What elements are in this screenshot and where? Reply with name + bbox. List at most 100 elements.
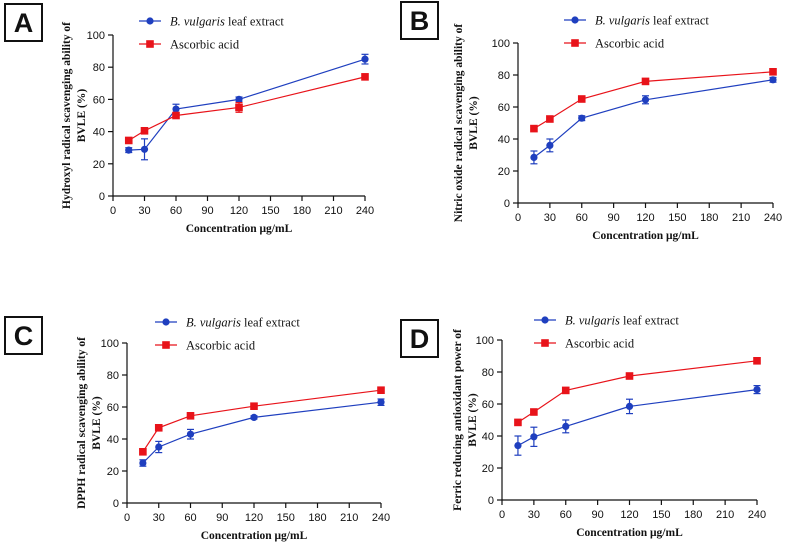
legend-ascorbic-label: Ascorbic acid bbox=[565, 337, 635, 351]
y-tick-label: 100 bbox=[87, 30, 105, 42]
y-tick-label: 40 bbox=[482, 431, 494, 443]
series-extract-point bbox=[250, 413, 258, 421]
legend-rest-part: leaf extract bbox=[620, 314, 680, 328]
legend-extract-swatch-marker bbox=[162, 318, 170, 326]
panel-label: D bbox=[410, 324, 430, 354]
x-tick-label: 150 bbox=[261, 205, 279, 217]
legend-ascorbic-swatch-marker bbox=[541, 339, 549, 347]
y-tick-label: 20 bbox=[93, 159, 105, 171]
legend-extract-swatch-marker bbox=[541, 316, 549, 324]
y-axis-title-line: BVLE (%) bbox=[467, 393, 479, 447]
x-tick-label: 240 bbox=[356, 205, 374, 217]
y-tick-label: 100 bbox=[101, 338, 119, 350]
legend-rest-part: leaf extract bbox=[225, 15, 285, 29]
legend-italic-part: B. vulgaris bbox=[186, 316, 241, 330]
y-tick-label: 80 bbox=[482, 367, 494, 379]
x-tick-label: 30 bbox=[153, 512, 165, 524]
series-ascorbic-point bbox=[530, 124, 538, 133]
x-tick-label: 60 bbox=[184, 512, 196, 524]
x-tick-label: 240 bbox=[748, 509, 766, 521]
series-ascorbic-point bbox=[124, 136, 133, 145]
series-ascorbic-point bbox=[625, 372, 634, 380]
x-tick-label: 60 bbox=[560, 509, 572, 521]
x-tick-label: 180 bbox=[308, 512, 326, 524]
y-tick-label: 80 bbox=[498, 70, 510, 82]
legend-italic-part: B. vulgaris bbox=[595, 14, 650, 28]
legend-ascorbic-label: Ascorbic acid bbox=[595, 37, 665, 51]
chart-panel-d: D 0 20 40 60 80 100 0 30 60 90 120 150 180 210 240 Conce… bbox=[400, 314, 766, 539]
series-extract-point bbox=[186, 430, 195, 438]
series-ascorbic-point bbox=[140, 126, 149, 135]
y-tick-label: 40 bbox=[498, 134, 510, 146]
x-tick-label: 30 bbox=[138, 205, 150, 217]
y-tick-label: 60 bbox=[93, 94, 105, 106]
x-tick-label: 120 bbox=[245, 512, 263, 524]
y-tick-label: 80 bbox=[93, 62, 105, 74]
series-extract-point bbox=[155, 443, 163, 451]
series-extract-point bbox=[125, 146, 133, 154]
y-axis-title-line: Ferric reducing antioxidant power of bbox=[452, 329, 464, 511]
y-axis-title-line: BVLE (%) bbox=[91, 396, 103, 450]
series-ascorbic-line bbox=[128, 76, 366, 141]
y-tick-label: 0 bbox=[99, 191, 105, 203]
panel-badge bbox=[4, 3, 43, 42]
series-extract-point bbox=[530, 433, 538, 441]
legend-ascorbic-label: Ascorbic acid bbox=[186, 339, 256, 353]
legend-ascorbic-swatch-marker bbox=[162, 341, 170, 349]
x-axis-title: Concentration μg/mL bbox=[201, 530, 308, 542]
x-tick-label: 90 bbox=[608, 212, 620, 224]
y-tick-label: 20 bbox=[482, 463, 494, 475]
panel-badge bbox=[4, 316, 43, 355]
x-tick-label: 90 bbox=[201, 205, 213, 217]
y-tick-label: 60 bbox=[107, 402, 119, 414]
series-ascorbic-point bbox=[753, 357, 761, 365]
x-tick-label: 240 bbox=[372, 512, 390, 524]
series-extract-point bbox=[546, 141, 554, 149]
y-tick-label: 0 bbox=[488, 495, 494, 507]
chart-panel-a: A 0 20 40 60 80 100 0 30 60 90 120 150 180 210 240 Conce… bbox=[4, 3, 374, 235]
legend-ascorbic-swatch-marker bbox=[571, 39, 579, 47]
x-tick-label: 120 bbox=[636, 212, 654, 224]
y-tick-label: 100 bbox=[492, 38, 510, 50]
panel-label: A bbox=[14, 8, 34, 38]
x-axis-title: Concentration μg/mL bbox=[592, 230, 699, 242]
x-tick-label: 60 bbox=[576, 212, 588, 224]
legend-italic-part: B. vulgaris bbox=[170, 15, 225, 29]
series-ascorbic-line bbox=[517, 360, 758, 423]
x-tick-label: 0 bbox=[124, 512, 130, 524]
y-tick-label: 0 bbox=[504, 198, 510, 210]
x-tick-label: 180 bbox=[700, 212, 718, 224]
x-tick-label: 210 bbox=[340, 512, 358, 524]
x-tick-label: 210 bbox=[716, 509, 734, 521]
x-tick-label: 150 bbox=[652, 509, 670, 521]
y-tick-label: 80 bbox=[107, 370, 119, 382]
panel-label: B bbox=[410, 6, 430, 36]
y-tick-label: 60 bbox=[498, 102, 510, 114]
x-axis-title: Concentration μg/mL bbox=[576, 527, 683, 539]
series-ascorbic-point bbox=[235, 103, 243, 112]
series-extract-point bbox=[172, 105, 180, 113]
legend-extract-label: B. vulgaris leaf extract bbox=[595, 14, 709, 28]
y-tick-label: 0 bbox=[113, 498, 119, 510]
y-tick-label: 40 bbox=[107, 434, 119, 446]
x-tick-label: 240 bbox=[764, 212, 782, 224]
legend-extract-swatch-marker bbox=[571, 16, 579, 24]
series-ascorbic-line bbox=[142, 389, 382, 453]
y-tick-label: 20 bbox=[498, 166, 510, 178]
x-tick-label: 30 bbox=[544, 212, 556, 224]
y-axis-title-line: BVLE (%) bbox=[468, 96, 480, 150]
x-tick-label: 180 bbox=[293, 205, 311, 217]
panel-label: C bbox=[14, 321, 34, 351]
series-extract-line bbox=[142, 401, 382, 464]
series-ascorbic-point bbox=[186, 412, 195, 420]
series-ascorbic-line bbox=[533, 71, 774, 130]
x-tick-label: 0 bbox=[499, 509, 505, 521]
legend-rest-part: leaf extract bbox=[241, 316, 301, 330]
x-axis-title: Concentration μg/mL bbox=[186, 223, 293, 235]
x-tick-label: 210 bbox=[324, 205, 342, 217]
series-extract-point bbox=[625, 402, 634, 410]
legend-extract-label: B. vulgaris leaf extract bbox=[565, 314, 679, 328]
series-ascorbic-point bbox=[769, 68, 777, 76]
x-tick-label: 150 bbox=[668, 212, 686, 224]
